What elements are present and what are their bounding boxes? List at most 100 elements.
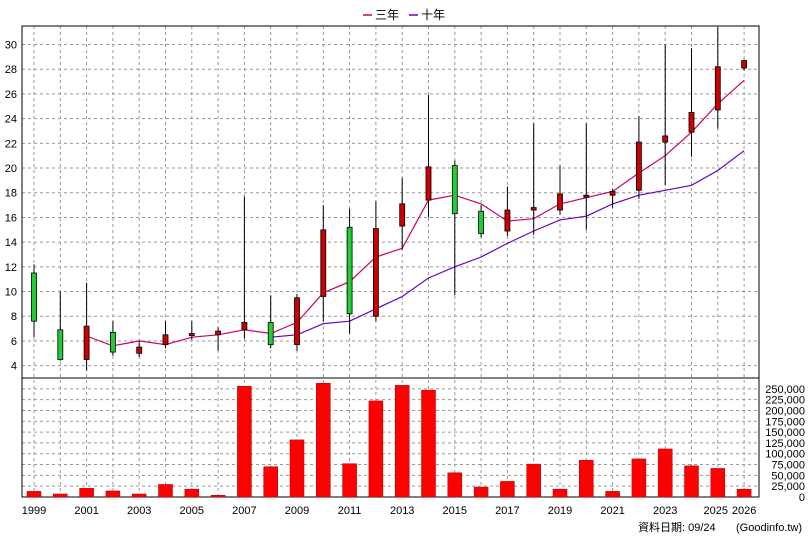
candle-body [241,322,248,331]
candle-body [215,330,222,336]
volume-tick-label: 75,000 [771,460,805,472]
volume-bar [158,484,173,498]
legend-label: 十年 [421,8,445,22]
year-tick-label: 2003 [127,505,151,517]
year-tick-label: 2021 [600,505,624,517]
candle [399,177,406,250]
volume-tick-label: 200,000 [765,405,805,417]
volume-tick-label: 125,000 [765,438,805,450]
candle-body [372,228,379,317]
price-tick-label: 20 [5,163,17,175]
volume-bar [316,382,331,498]
volume-bar [631,458,647,498]
price-y-ticks: 4 6 8 10 12 14 16 18 20 22 24 26 28 30 [5,40,17,373]
candle-body [320,229,327,297]
volume-tick-label: 150,000 [765,427,805,439]
moving-average-lines [86,79,745,347]
year-tick-label: 2001 [74,505,98,517]
candle-body [583,194,590,198]
volume-bar [131,493,147,498]
volume-bar [684,465,699,498]
price-tick-label: 22 [5,138,17,150]
candle [241,196,248,339]
candle-body [267,322,274,346]
candle [741,59,747,71]
candle-body [662,135,669,143]
volume-bar [579,459,594,498]
volume-bar [473,486,489,498]
volume-bar [526,463,541,498]
year-tick-label: 2017 [495,505,519,517]
candle-body [530,207,537,211]
ma-line-three-year [86,79,745,347]
candle [83,282,90,371]
candle [714,27,721,129]
volume-bar [447,472,463,498]
candle [57,291,64,361]
volume-tick-label: 250,000 [765,384,805,396]
volume-bar [237,385,252,498]
volume-tick-label: 175,000 [765,416,805,428]
volume-bar [26,491,42,498]
year-tick-label: 2019 [548,505,572,517]
price-tick-label: 24 [5,114,17,126]
candle-body [188,333,195,336]
year-tick-label: 2011 [338,505,362,517]
volume-bar [368,400,384,498]
volume-bar [79,488,94,498]
year-tick-label: 2023 [653,505,677,517]
volume-bar [421,389,436,498]
volume-bar [210,495,226,498]
legend-label: 三年 [375,8,399,22]
volume-y-ticks: 025,00050,00075,000100,000125,000150,000… [765,384,805,504]
price-tick-label: 8 [11,311,17,323]
candle-body [557,193,563,211]
candle-body [162,334,169,346]
volume-bar [657,448,673,498]
year-tick-label: 2005 [180,505,204,517]
volume-bars [26,382,752,498]
candle [609,189,616,208]
source-label: (Goodinfo.tw) [736,522,802,534]
price-tick-label: 28 [5,64,17,76]
year-tick-label: 2009 [285,505,309,517]
candle-body [688,112,695,133]
candle [557,165,563,215]
volume-tick-label: 25,000 [771,481,805,493]
price-tick-label: 12 [5,262,17,274]
data-date-label: 資料日期: 09/24 [638,520,716,534]
volume-tick-label: 100,000 [765,449,805,461]
volume-bar [184,488,200,498]
candle [136,340,143,358]
candle [636,116,642,199]
price-tick-label: 18 [5,188,17,200]
candle [451,160,458,296]
candle [583,123,590,230]
candle [688,48,695,157]
candle [504,186,511,236]
candle-body [425,166,432,201]
candlesticks [31,27,747,371]
candle-body [636,141,642,191]
price-tick-label: 30 [5,40,17,52]
candle [478,205,485,238]
year-tick-label: 2026 [732,505,756,517]
candle [346,208,353,334]
candle [162,321,169,349]
year-tick-label: 2007 [232,505,256,517]
year-tick-label: 2025 [704,505,728,517]
candle-body [136,346,143,354]
price-tick-label: 4 [11,361,17,373]
volume-tick-label: 225,000 [765,395,805,407]
candle-body [346,226,353,315]
candle [320,205,327,322]
candle-body [57,329,64,360]
candle-body [31,272,37,322]
volume-bar [105,490,121,498]
candle [662,44,669,186]
price-tick-label: 16 [5,212,17,224]
volume-bar [552,488,568,498]
plot-frame [21,25,760,498]
candle [31,264,37,338]
